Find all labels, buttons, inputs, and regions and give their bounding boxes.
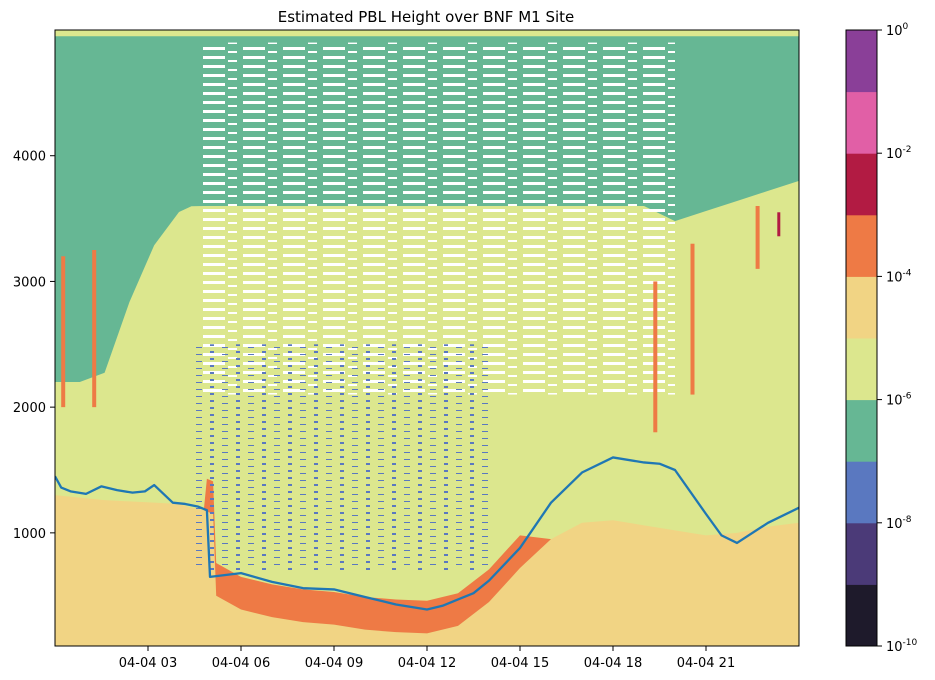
y-axis: 1000 2000 3000 4000 <box>13 150 55 542</box>
field-region-1e-4 <box>55 478 799 634</box>
blue-speck-texture <box>191 344 489 571</box>
colorbar-band <box>846 214 877 277</box>
y-tick-label: 1000 <box>13 527 46 542</box>
x-axis: 04-04 03 04-04 06 04-04 09 04-04 12 04-04 15… <box>119 646 735 671</box>
red-streak <box>777 212 781 237</box>
field-region-1e-5 <box>55 495 799 646</box>
plot-area <box>55 30 799 646</box>
x-tick-label: 04-04 18 <box>584 656 642 671</box>
y-tick-label: 4000 <box>13 150 46 165</box>
orange-streak <box>755 206 760 269</box>
colorbar-band <box>846 584 877 647</box>
colorbar-band <box>846 338 877 401</box>
colorbar-tick-label: 100 <box>886 22 909 39</box>
colorbar: 10-10 10-8 10-6 10-4 10-2 100 <box>845 22 918 655</box>
x-tick-label: 04-04 21 <box>677 656 735 671</box>
x-tick-label: 04-04 03 <box>119 656 177 671</box>
colorbar-frame <box>845 29 878 647</box>
colorbar-band <box>846 276 877 339</box>
streak-layer <box>61 42 781 571</box>
white-gap-texture <box>197 42 675 395</box>
x-tick-label: 04-04 15 <box>491 656 549 671</box>
colorbar-band <box>846 30 877 93</box>
colorbar-tick-label: 10-8 <box>886 515 912 532</box>
colorbar-band <box>846 522 877 585</box>
orange-streak <box>92 250 97 408</box>
colorbar-tick-label: 10-6 <box>886 392 912 409</box>
colorbar-tick-label: 10-4 <box>886 268 912 285</box>
y-tick-label: 2000 <box>13 401 46 416</box>
orange-streak <box>690 243 695 395</box>
x-tick-label: 04-04 12 <box>398 656 456 671</box>
orange-streak <box>61 256 66 408</box>
colorbar-band <box>846 461 877 524</box>
pbl-height-line <box>55 456 799 611</box>
chart-title: Estimated PBL Height over BNF M1 Site <box>278 8 575 26</box>
colorbar-band <box>846 153 877 216</box>
orange-streak <box>653 281 658 433</box>
x-tick-label: 04-04 06 <box>212 656 270 671</box>
y-tick-label: 3000 <box>13 275 46 290</box>
colorbar-band <box>846 399 877 462</box>
colorbar-tick-label: 10-10 <box>886 638 918 655</box>
x-tick-label: 04-04 09 <box>305 656 363 671</box>
colorbar-tick-label: 10-2 <box>886 145 912 162</box>
colorbar-band <box>846 91 877 154</box>
